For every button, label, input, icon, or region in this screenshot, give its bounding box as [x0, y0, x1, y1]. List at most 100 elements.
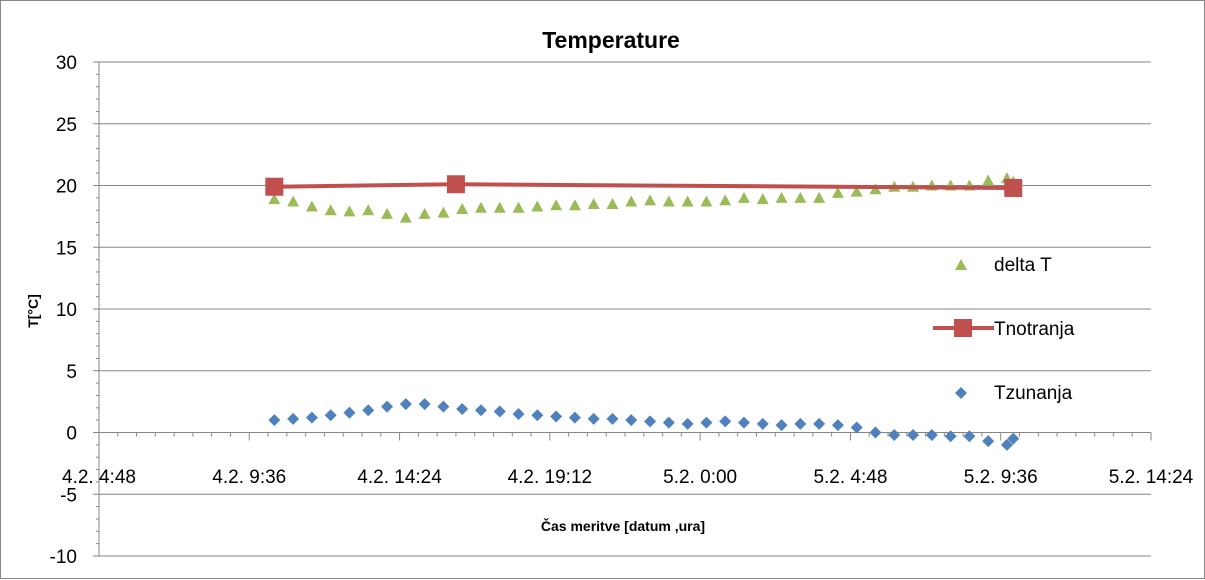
tzunanja-point	[287, 412, 300, 425]
tzunanja-point	[831, 419, 844, 432]
x-tick-label: 4.2. 14:24	[357, 467, 442, 488]
series-delta-t	[268, 172, 1020, 223]
y-tick-label: 15	[56, 238, 77, 259]
tzunanja-point	[775, 419, 788, 432]
delta-t-point	[681, 195, 694, 207]
y-tick-label: -10	[50, 547, 77, 568]
legend-label-tnotranja: Tnotranja	[994, 319, 1075, 340]
tzunanja-point	[944, 430, 957, 443]
y-axis-title: T[°C]	[25, 294, 41, 328]
legend-label-delta-t: delta T	[994, 255, 1052, 276]
y-tick-label: 5	[66, 362, 77, 383]
tzunanja-point	[587, 412, 600, 425]
y-tick-label: 25	[56, 115, 77, 136]
tnotranja-point	[446, 175, 465, 194]
delta-t-point	[850, 185, 863, 197]
tzunanja-point	[418, 398, 431, 411]
legend-item-tzunanja: Tzunanja	[955, 383, 1073, 404]
tzunanja-point	[512, 407, 525, 420]
tzunanja-point	[456, 403, 469, 416]
tzunanja-point	[700, 416, 713, 429]
delta-t-point	[324, 204, 337, 216]
tzunanja-point	[850, 421, 863, 434]
tzunanja-point	[1000, 438, 1013, 451]
x-tick-label: 5.2. 4:48	[813, 467, 887, 488]
legend-item-delta-t: delta T	[955, 255, 1052, 276]
tzunanja-point	[568, 411, 581, 424]
x-tick-label: 4.2. 4:48	[62, 467, 136, 488]
tzunanja-point	[399, 398, 412, 411]
delta-t-point	[550, 199, 563, 211]
tzunanja-point	[662, 416, 675, 429]
delta-t-point	[775, 191, 788, 203]
delta-t-point	[625, 195, 638, 207]
tzunanja-point	[813, 417, 826, 430]
tzunanja-point	[550, 410, 563, 423]
tzunanja-point	[963, 430, 976, 443]
delta-t-point	[531, 200, 544, 212]
legend-triangle-icon	[955, 259, 967, 270]
x-tick-label: 5.2. 9:36	[964, 467, 1038, 488]
legend-item-tnotranja: Tnotranja	[933, 319, 1075, 340]
tzunanja-point	[737, 416, 750, 429]
delta-t-point	[343, 205, 356, 217]
tnotranja-point	[265, 177, 284, 196]
legend-square-icon	[954, 319, 972, 337]
tzunanja-point	[268, 414, 281, 427]
delta-t-point	[362, 204, 375, 216]
tzunanja-point	[493, 405, 506, 418]
delta-t-point	[399, 211, 412, 223]
x-tick-label: 4.2. 9:36	[212, 467, 286, 488]
tzunanja-point	[869, 426, 882, 439]
delta-t-point	[512, 201, 525, 213]
tzunanja-point	[324, 409, 337, 422]
delta-t-point	[418, 207, 431, 219]
tzunanja-point	[982, 435, 995, 448]
x-tick-label: 5.2. 0:00	[663, 467, 737, 488]
tnotranja-point	[1004, 178, 1023, 197]
delta-t-point	[587, 198, 600, 210]
y-tick-label: -5	[60, 485, 77, 506]
tzunanja-point	[305, 411, 318, 424]
tzunanja-point	[888, 428, 901, 441]
tzunanja-point	[625, 414, 638, 427]
tzunanja-point	[362, 404, 375, 417]
delta-t-point	[662, 195, 675, 207]
delta-t-point	[268, 193, 281, 205]
axes-layer: 30 25 20 15 10 5 0 -5 -10 4.2. 4:48 4.2. 9:36 4.2. …	[50, 53, 1194, 568]
y-tick-label: 0	[66, 424, 77, 445]
series-layer	[265, 172, 1023, 451]
delta-t-point	[305, 200, 318, 212]
delta-t-point	[606, 198, 619, 210]
tzunanja-point	[907, 428, 920, 441]
delta-t-point	[287, 195, 300, 207]
tzunanja-point	[606, 412, 619, 425]
x-tick-label: 5.2. 14:24	[1109, 467, 1194, 488]
tzunanja-point	[719, 415, 732, 428]
delta-t-point	[756, 193, 769, 205]
delta-t-point	[700, 195, 713, 207]
tzunanja-point	[756, 417, 769, 430]
chart-title: Temperature	[542, 27, 680, 53]
delta-t-point	[982, 174, 995, 186]
delta-t-point	[794, 191, 807, 203]
tzunanja-point	[437, 400, 450, 413]
delta-t-point	[456, 202, 469, 214]
tzunanja-point	[343, 406, 356, 419]
delta-t-point	[437, 206, 450, 218]
tzunanja-point	[644, 415, 657, 428]
series-tzunanja	[268, 398, 1020, 451]
tnotranja-line	[274, 182, 1014, 190]
y-tick-label: 10	[56, 300, 77, 321]
delta-t-point	[737, 191, 750, 203]
tzunanja-point	[794, 417, 807, 430]
delta-t-point	[719, 194, 732, 206]
delta-t-point	[381, 207, 394, 219]
tzunanja-point	[474, 404, 487, 417]
tzunanja-point	[381, 400, 394, 413]
legend: delta T Tnotranja Tzunanja	[933, 255, 1075, 404]
tzunanja-point	[531, 409, 544, 422]
series-tnotranja	[265, 175, 1023, 197]
